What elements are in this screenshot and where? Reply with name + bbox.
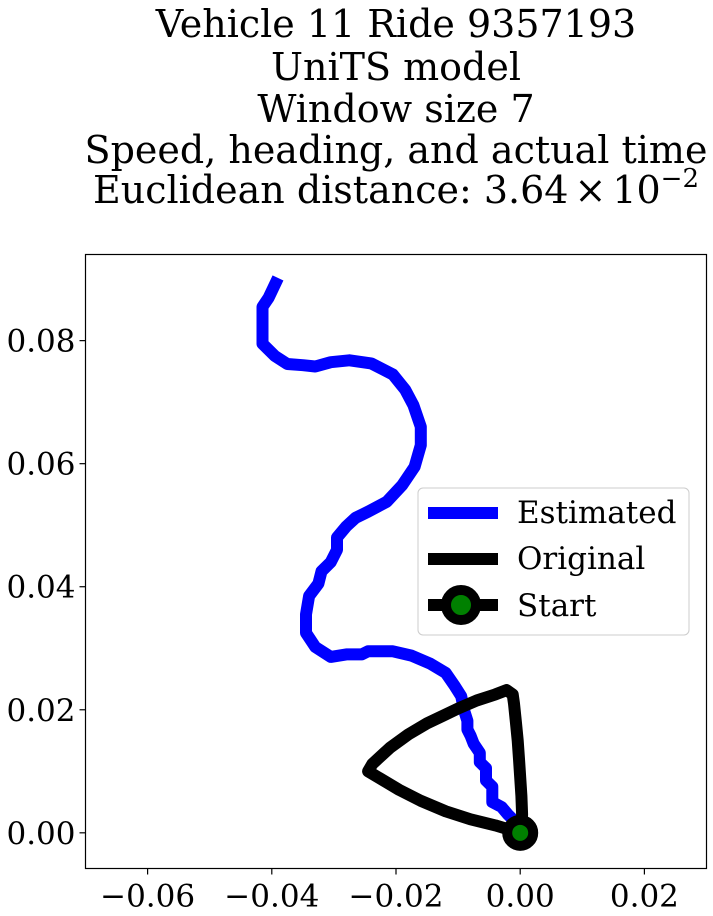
title-metric-prefix: Euclidean distance: <box>93 168 484 212</box>
title-line-4: Speed, heading, and actual time <box>85 128 708 172</box>
legend-item-estimated: Estimated <box>428 495 676 531</box>
legend-frame <box>417 487 690 636</box>
y-axis-ticks: 0.00 0.02 0.04 0.06 0.08 <box>6 324 86 852</box>
title-line-1: Vehicle 11 Ride 9357193 <box>155 2 636 46</box>
title-metric-base: 10 <box>612 168 660 212</box>
y-tick-label: 0.08 <box>6 324 75 360</box>
title-line-3: Window size 7 <box>257 87 534 131</box>
legend-start-swatch-marker <box>441 585 481 625</box>
legend-item-start: Start <box>428 585 597 625</box>
legend: Estimated Original Start <box>417 487 690 636</box>
y-tick-label: 0.02 <box>6 693 75 729</box>
start-marker <box>502 814 539 851</box>
legend-estimated-label: Estimated <box>517 495 676 531</box>
chart-title: Vehicle 11 Ride 9357193 UniTS model Wind… <box>85 2 708 212</box>
x-tick-label: 0.02 <box>610 879 679 915</box>
x-tick-label: −0.06 <box>100 879 195 915</box>
legend-original-label: Original <box>517 541 645 577</box>
x-tick-label: 0.00 <box>486 879 555 915</box>
y-tick-label: 0.04 <box>6 570 75 606</box>
series-line-estimated <box>256 275 526 835</box>
title-metric-line: Euclidean distance: 3.64 × 10−2 <box>93 164 699 212</box>
title-metric-exponent: −2 <box>661 164 699 194</box>
series-layer <box>256 275 539 851</box>
y-tick-label: 0.06 <box>6 447 75 483</box>
legend-start-label: Start <box>517 588 597 624</box>
x-tick-label: −0.04 <box>224 879 319 915</box>
legend-item-original: Original <box>428 541 645 577</box>
x-axis-ticks: −0.06 −0.04 −0.02 0.00 0.02 <box>100 868 679 915</box>
title-metric-times: × <box>574 168 606 212</box>
plot-area: −0.06 −0.04 −0.02 0.00 0.02 0.00 0.02 0.04 0.06… <box>6 253 708 915</box>
series-line-original <box>362 684 529 839</box>
title-metric-mantissa: 3.64 <box>484 168 569 212</box>
title-line-2: UniTS model <box>271 45 521 89</box>
x-tick-label: −0.02 <box>349 879 444 915</box>
y-tick-label: 0.00 <box>6 816 75 852</box>
